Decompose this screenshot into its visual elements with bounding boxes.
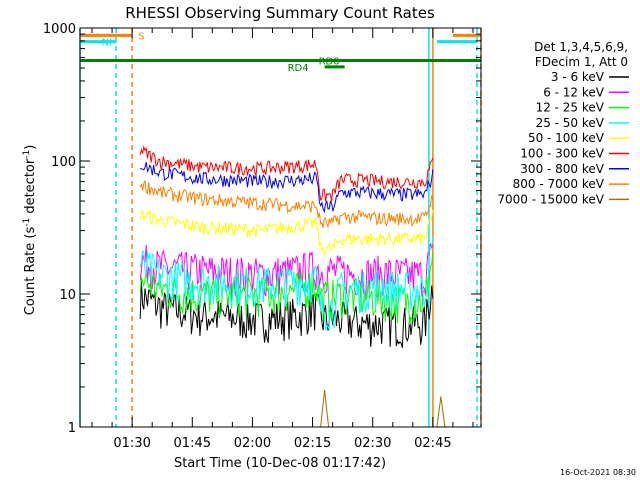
- x-tick-label-4: 02:30: [354, 436, 391, 451]
- legend-header-line-2: FDecim 1, Att 0: [535, 55, 628, 69]
- y-tick-label-3: 1000: [43, 22, 76, 37]
- legend-item-label-5: 100 - 300 keV: [520, 147, 604, 161]
- y-tick-label-1: 10: [59, 288, 76, 303]
- legend-header-line-1: Det 1,3,4,5,6,9,: [534, 40, 628, 54]
- plot-frame: [79, 27, 482, 428]
- y-axis-label-close: ): [23, 145, 38, 150]
- flag-label-3: RD4: [288, 63, 309, 74]
- y-axis-label-superscript: -1: [22, 218, 32, 227]
- flag-label-0: S: [138, 31, 144, 42]
- y-axis-label: Count Rate (s-1 detector-1): [22, 145, 38, 316]
- flag-label-1: NI: [102, 38, 112, 49]
- legend-item-label-3: 25 - 50 keV: [536, 116, 605, 130]
- series-lines: [139, 145, 446, 428]
- legend-item-label-8: 7000 - 15000 keV: [497, 192, 604, 206]
- legend-item-label-1: 6 - 12 keV: [543, 85, 605, 99]
- y-axis-label-detector: detector: [23, 158, 38, 218]
- y-axis-ticks: 1 10 100 1000: [43, 22, 481, 436]
- legend-item-label-2: 12 - 25 keV: [536, 101, 605, 115]
- x-tick-label-0: 01:30: [113, 436, 150, 451]
- chart-title: RHESSI Observing Summary Count Rates: [125, 4, 435, 22]
- legend-item-label-0: 3 - 6 keV: [551, 70, 605, 84]
- series-line-4: [139, 209, 434, 258]
- legend-item-label-7: 800 - 7000 keV: [513, 177, 605, 191]
- legend-item-label-4: 50 - 100 keV: [528, 131, 605, 145]
- series-line-5: [139, 145, 434, 202]
- flag-bars: S NI RD0 RD4: [80, 31, 481, 74]
- flag-label-2: RD0: [319, 56, 340, 67]
- y-axis-label-superscript-2: -1: [22, 150, 32, 159]
- y-tick-label-2: 100: [51, 155, 76, 170]
- x-axis-label: Start Time (10-Dec-08 01:17:42): [174, 456, 386, 471]
- x-tick-label-5: 02:45: [414, 436, 451, 451]
- x-tick-label-1: 01:45: [174, 436, 211, 451]
- y-axis-label-text: Count Rate (s: [23, 227, 38, 316]
- x-tick-label-2: 02:00: [234, 436, 271, 451]
- series-line-7: [139, 180, 434, 229]
- x-axis-ticks: 01:30 01:45 02:00 02:15 02:30 02:45: [91, 28, 474, 451]
- y-tick-label-0: 1: [68, 421, 76, 436]
- x-tick-label-3: 02:15: [294, 436, 331, 451]
- legend: Det 1,3,4,5,6,9, FDecim 1, Att 0 3 - 6 k…: [497, 40, 629, 206]
- series-line-3: [139, 236, 434, 331]
- legend-item-label-6: 300 - 800 keV: [520, 162, 604, 176]
- series-line-6: [140, 161, 434, 214]
- timestamp: 16-Oct-2021 08:30: [560, 468, 636, 477]
